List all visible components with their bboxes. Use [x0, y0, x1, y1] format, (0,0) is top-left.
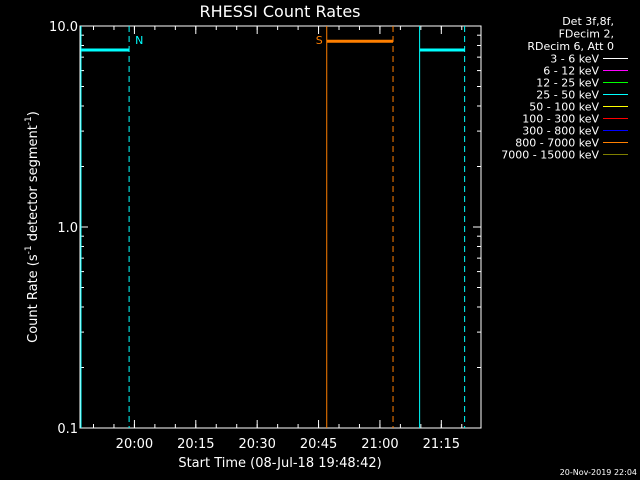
legend-label: 7000 - 15000 keV [501, 149, 599, 162]
x-tick-label: 21:15 [423, 437, 460, 452]
y-tick-label: 1.0 [57, 221, 78, 236]
y-axis-label-sup1: -1 [24, 245, 34, 254]
legend-header-line: RDecim 6, Att 0 [527, 40, 614, 53]
x-tick-label: 20:30 [238, 437, 275, 452]
marker-label: S [316, 34, 323, 47]
x-tick-label: 20:00 [116, 437, 153, 452]
x-axis: 20:00 20:15 20:30 20:45 21:00 21:15 [93, 26, 463, 452]
y-axis-label-end: ) [26, 111, 41, 116]
legend-label: 50 - 100 keV [529, 101, 599, 114]
y-axis: 0.1 1.0 10.0 [49, 20, 481, 437]
legend-label: 25 - 50 keV [536, 89, 599, 102]
y-axis-label-mid: detector segment [26, 125, 41, 245]
legend-label: 12 - 25 keV [536, 77, 599, 90]
x-tick-label: 20:15 [177, 437, 214, 452]
y-axis-label: Count Rate (s-1 detector segment-1) [24, 111, 41, 343]
x-tick-label: 20:45 [300, 437, 337, 452]
legend-header-line: Det 3f,8f, [562, 15, 614, 28]
y-tick-label: 10.0 [49, 20, 78, 35]
x-tick-label: 21:00 [361, 437, 398, 452]
legend-label: 6 - 12 keV [543, 65, 599, 78]
y-tick-label: 0.1 [57, 422, 78, 437]
chart-title: RHESSI Count Rates [200, 2, 361, 21]
plot-frame [79, 25, 482, 429]
timestamp: 20-Nov-2019 22:04 [560, 468, 637, 477]
marker-label: N [135, 34, 143, 47]
legend: Det 3f,8f,FDecim 2,RDecim 6, Att 03 - 6 … [501, 15, 628, 162]
legend-label: 800 - 7000 keV [515, 137, 599, 150]
y-axis-label-sup2: -1 [24, 116, 34, 125]
legend-label: 100 - 300 keV [522, 113, 599, 126]
series-group [81, 39, 465, 52]
x-axis-label: Start Time (08-Jul-18 19:48:42) [178, 456, 381, 471]
legend-header-line: FDecim 2, [559, 28, 614, 41]
y-axis-label-main: Count Rate (s [26, 254, 41, 343]
legend-label: 3 - 6 keV [550, 53, 599, 66]
legend-label: 300 - 800 keV [522, 125, 599, 138]
